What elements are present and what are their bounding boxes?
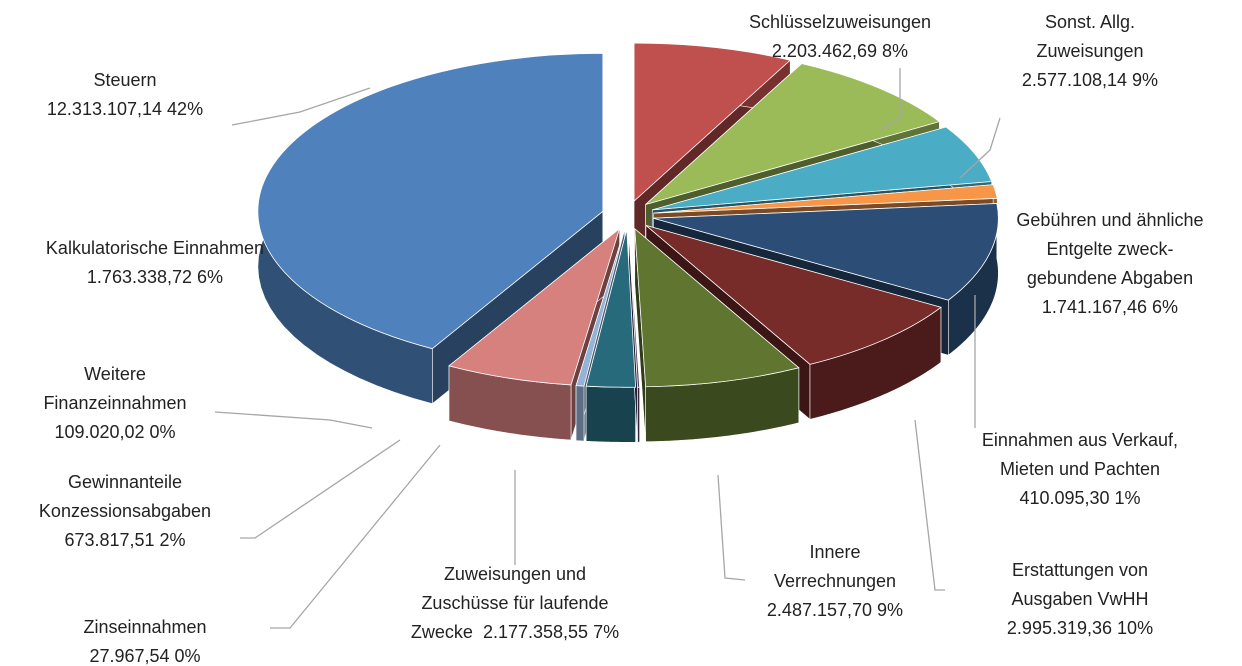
label-value: 2.203.462,69 bbox=[771, 41, 878, 61]
label-name: Schlüsselzuweisungen bbox=[748, 12, 932, 32]
data-label: Erstattungen von Ausgaben VwHH 2.995.319,… bbox=[978, 556, 1183, 643]
leader-line bbox=[231, 87, 371, 126]
slice bbox=[645, 63, 941, 205]
label-value-line: 2.577.108,14 9% bbox=[1022, 70, 1158, 90]
leader-line bbox=[270, 444, 441, 629]
data-label: Zinseinnahmen 27.967,54 0% bbox=[40, 613, 250, 666]
label-name: Zinseinnahmen bbox=[83, 617, 207, 637]
label-percent: 10% bbox=[1117, 618, 1154, 638]
leader-line bbox=[240, 439, 401, 539]
label-value-line: 2.177.358,55 7% bbox=[483, 622, 619, 642]
label-value-line: 2.995.319,36 10% bbox=[1007, 618, 1153, 638]
label-percent: 9% bbox=[877, 600, 904, 620]
label-value-line: 1.741.167,46 6% bbox=[1042, 297, 1178, 317]
slice-rim bbox=[637, 386, 640, 443]
label-name: Sonst. Allg. Zuweisungen bbox=[1036, 12, 1144, 61]
slice bbox=[628, 229, 641, 388]
slice-rim bbox=[585, 385, 636, 443]
label-value: 27.967,54 bbox=[89, 646, 170, 666]
label-value: 2.577.108,14 bbox=[1021, 70, 1128, 90]
data-label: Zuweisungen und Zuschüsse für laufende Z… bbox=[401, 560, 629, 647]
data-label: Innere Verrechnungen 2.487.157,70 9% bbox=[748, 538, 923, 625]
data-label: Kalkulatorische Einnahmen 1.763.338,72 6% bbox=[5, 234, 305, 292]
slice bbox=[653, 184, 998, 214]
label-percent: 7% bbox=[593, 622, 620, 642]
label-name: Steuern bbox=[93, 70, 157, 90]
label-value-line: 12.313.107,14 42% bbox=[47, 99, 203, 119]
data-label: Weitere Finanzeinnahmen 109.020,02 0% bbox=[23, 360, 208, 447]
slice-rim bbox=[575, 385, 585, 442]
label-value: 2.995.319,36 bbox=[1006, 618, 1113, 638]
data-label: Steuern 12.313.107,14 42% bbox=[10, 66, 240, 124]
slice bbox=[645, 224, 942, 365]
slice bbox=[633, 42, 792, 202]
slice bbox=[575, 229, 626, 387]
label-percent: 9% bbox=[1132, 70, 1159, 90]
data-label: Gebühren und ähnliche Entgelte zweck-geb… bbox=[1003, 206, 1218, 322]
label-value: 1.741.167,46 bbox=[1041, 297, 1148, 317]
label-name: Weitere Finanzeinnahmen bbox=[43, 364, 187, 413]
slice bbox=[257, 52, 604, 350]
label-percent: 6% bbox=[197, 267, 224, 287]
label-percent: 8% bbox=[882, 41, 909, 61]
label-value: 12.313.107,14 bbox=[46, 99, 163, 119]
label-name: Zuweisungen und Zuschüsse für laufende Z… bbox=[410, 564, 609, 642]
label-value-line: 27.967,54 0% bbox=[89, 646, 200, 666]
label-value: 673.817,51 bbox=[64, 530, 155, 550]
label-name: Innere Verrechnungen bbox=[773, 542, 897, 591]
label-name: Einnahmen aus Verkauf, Mieten und Pachte… bbox=[981, 430, 1179, 479]
slice bbox=[653, 203, 999, 301]
label-name: Kalkulatorische Einnahmen bbox=[45, 238, 265, 258]
label-name: Gebühren und ähnliche Entgelte zweck-geb… bbox=[1016, 210, 1204, 288]
leader-line bbox=[959, 117, 1001, 179]
label-value: 109.020,02 bbox=[54, 422, 145, 442]
data-label: Gewinnanteile Konzessionsabgaben 673.817,… bbox=[23, 468, 228, 555]
label-value: 410.095,30 bbox=[1019, 488, 1110, 508]
data-label: Sonst. Allg. Zuweisungen 2.577.108,14 9% bbox=[1015, 8, 1165, 95]
label-value-line: 673.817,51 2% bbox=[64, 530, 185, 550]
label-value-line: 109.020,02 0% bbox=[54, 422, 175, 442]
data-label: Einnahmen aus Verkauf, Mieten und Pachte… bbox=[958, 426, 1203, 513]
label-percent: 42% bbox=[167, 99, 204, 119]
label-percent: 1% bbox=[1114, 488, 1141, 508]
slice bbox=[448, 227, 621, 386]
label-name: Erstattungen von Ausgaben VwHH bbox=[1011, 560, 1149, 609]
slice bbox=[652, 126, 993, 211]
label-percent: 0% bbox=[149, 422, 176, 442]
label-value-line: 410.095,30 1% bbox=[1019, 488, 1140, 508]
label-name: Gewinnanteile Konzessionsabgaben bbox=[38, 472, 212, 521]
label-value-line: 2.203.462,69 8% bbox=[772, 41, 908, 61]
label-value-line: 2.487.157,70 9% bbox=[767, 600, 903, 620]
data-label: Schlüsselzuweisungen 2.203.462,69 8% bbox=[700, 8, 980, 66]
slice bbox=[585, 229, 637, 388]
label-value: 2.487.157,70 bbox=[766, 600, 873, 620]
label-value-line: 1.763.338,72 6% bbox=[87, 267, 223, 287]
label-percent: 0% bbox=[174, 646, 201, 666]
leader-line bbox=[914, 419, 945, 591]
label-value: 2.177.358,55 bbox=[482, 622, 589, 642]
label-value: 1.763.338,72 bbox=[86, 267, 193, 287]
leader-line bbox=[717, 474, 746, 581]
leader-line bbox=[214, 411, 373, 429]
slice bbox=[634, 227, 800, 388]
label-percent: 2% bbox=[159, 530, 186, 550]
label-percent: 6% bbox=[1152, 297, 1179, 317]
leader-line bbox=[879, 68, 901, 131]
